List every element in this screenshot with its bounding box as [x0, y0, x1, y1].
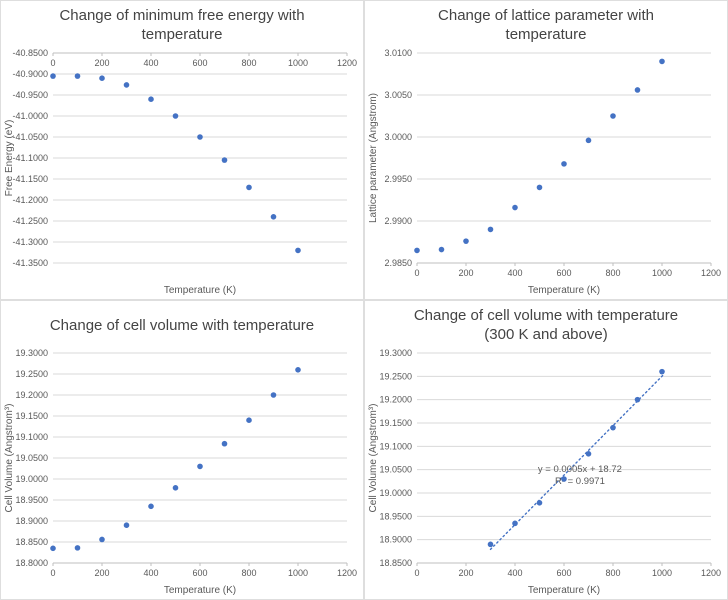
svg-text:18.9500: 18.9500: [15, 495, 48, 505]
chart-cell-volume-trend[interactable]: Change of cell volume with temperature (…: [364, 300, 728, 600]
chart-title: Change of cell volume with temperature (…: [413, 307, 679, 343]
svg-text:0: 0: [50, 58, 55, 68]
svg-text:19.2500: 19.2500: [379, 371, 412, 381]
svg-text:1200: 1200: [701, 568, 721, 578]
svg-text:18.9000: 18.9000: [15, 516, 48, 526]
svg-text:Temperature (K): Temperature (K): [528, 585, 600, 596]
svg-text:3.0000: 3.0000: [384, 132, 412, 142]
svg-text:1200: 1200: [701, 268, 721, 278]
svg-text:-41.1500: -41.1500: [12, 174, 48, 184]
cell-volume-trend-plot: 18.8500 18.9000 18.9500 19.0000 19.0500 19.10…: [368, 348, 721, 596]
svg-text:y = 0.0005x + 18.72: y = 0.0005x + 18.72: [538, 464, 622, 475]
svg-text:19.0000: 19.0000: [15, 474, 48, 484]
svg-text:19.2500: 19.2500: [15, 369, 48, 379]
svg-text:Free Energy (eV): Free Energy (eV): [4, 120, 15, 197]
svg-text:19.1000: 19.1000: [15, 432, 48, 442]
svg-text:-41.2000: -41.2000: [12, 195, 48, 205]
svg-text:800: 800: [605, 568, 620, 578]
svg-text:1200: 1200: [337, 568, 357, 578]
svg-text:19.3000: 19.3000: [15, 348, 48, 358]
svg-text:-41.3000: -41.3000: [12, 237, 48, 247]
chart-lattice-parameter[interactable]: Change of lattice parameter with tempera…: [364, 0, 728, 300]
chart-free-energy[interactable]: Change of minimum free energy with tempe…: [0, 0, 364, 300]
svg-text:1000: 1000: [652, 268, 672, 278]
svg-text:3.0050: 3.0050: [384, 90, 412, 100]
svg-text:19.0500: 19.0500: [15, 453, 48, 463]
svg-text:200: 200: [458, 268, 473, 278]
cell-volume-plot: 18.8000 18.8500 18.9000 18.9500 19.0000 19.05…: [4, 348, 357, 596]
svg-text:19.1500: 19.1500: [379, 418, 412, 428]
svg-text:600: 600: [192, 58, 207, 68]
svg-text:1000: 1000: [288, 58, 308, 68]
svg-text:800: 800: [241, 58, 256, 68]
chart-cell-volume[interactable]: Change of cell volume with temperature 1…: [0, 300, 364, 600]
svg-text:0: 0: [414, 268, 419, 278]
svg-text:-41.1000: -41.1000: [12, 153, 48, 163]
svg-text:19.1500: 19.1500: [15, 411, 48, 421]
svg-text:200: 200: [94, 568, 109, 578]
svg-text:400: 400: [143, 58, 158, 68]
svg-text:1000: 1000: [288, 568, 308, 578]
chart-title: Change of minimum free energy with tempe…: [59, 7, 305, 43]
svg-text:18.8000: 18.8000: [15, 558, 48, 568]
free-energy-plot: -41.3500 -41.3000 -41.2500 -41.2000 -41.1500…: [4, 48, 357, 296]
svg-text:600: 600: [556, 268, 571, 278]
svg-text:Cell Volume (Angstrom³): Cell Volume (Angstrom³): [4, 404, 15, 513]
svg-text:-40.8500: -40.8500: [12, 48, 48, 58]
svg-text:600: 600: [556, 568, 571, 578]
svg-text:19.0000: 19.0000: [379, 488, 412, 498]
svg-text:2.9950: 2.9950: [384, 174, 412, 184]
svg-text:Temperature (K): Temperature (K): [164, 585, 236, 596]
svg-text:2.9900: 2.9900: [384, 216, 412, 226]
svg-text:19.1000: 19.1000: [379, 441, 412, 451]
svg-text:-40.9000: -40.9000: [12, 69, 48, 79]
svg-text:2.9850: 2.9850: [384, 258, 412, 268]
svg-text:800: 800: [605, 268, 620, 278]
svg-text:18.8500: 18.8500: [379, 558, 412, 568]
svg-text:800: 800: [241, 568, 256, 578]
svg-text:Cell Volume (Angstrom³): Cell Volume (Angstrom³): [368, 404, 379, 513]
chart-title: Change of cell volume with temperature: [49, 316, 315, 334]
svg-text:-41.0500: -41.0500: [12, 132, 48, 142]
svg-text:0: 0: [50, 568, 55, 578]
svg-text:-40.9500: -40.9500: [12, 90, 48, 100]
svg-text:19.2000: 19.2000: [379, 395, 412, 405]
svg-text:19.3000: 19.3000: [379, 348, 412, 358]
svg-text:200: 200: [94, 58, 109, 68]
svg-text:18.8500: 18.8500: [15, 537, 48, 547]
svg-text:R² = 0.9971: R² = 0.9971: [555, 476, 605, 487]
svg-text:200: 200: [458, 568, 473, 578]
lattice-parameter-plot: 2.9850 2.9900 2.9950 3.0000 3.0050 3.0100 0 200…: [368, 48, 721, 296]
chart-title: Change of lattice parameter with tempera…: [438, 7, 654, 43]
svg-text:600: 600: [192, 568, 207, 578]
svg-text:400: 400: [507, 568, 522, 578]
svg-text:Temperature (K): Temperature (K): [164, 285, 236, 296]
svg-text:1000: 1000: [652, 568, 672, 578]
svg-text:1200: 1200: [337, 58, 357, 68]
svg-text:Lattice parameter (Angstrom): Lattice parameter (Angstrom): [368, 93, 379, 223]
svg-text:-41.0000: -41.0000: [12, 111, 48, 121]
svg-text:-41.2500: -41.2500: [12, 216, 48, 226]
svg-text:400: 400: [143, 568, 158, 578]
svg-text:400: 400: [507, 268, 522, 278]
svg-text:19.2000: 19.2000: [15, 390, 48, 400]
svg-text:-41.3500: -41.3500: [12, 258, 48, 268]
svg-text:18.9000: 18.9000: [379, 535, 412, 545]
svg-text:0: 0: [414, 568, 419, 578]
svg-text:3.0100: 3.0100: [384, 48, 412, 58]
svg-text:19.0500: 19.0500: [379, 465, 412, 475]
svg-text:18.9500: 18.9500: [379, 511, 412, 521]
svg-text:Temperature (K): Temperature (K): [528, 285, 600, 296]
